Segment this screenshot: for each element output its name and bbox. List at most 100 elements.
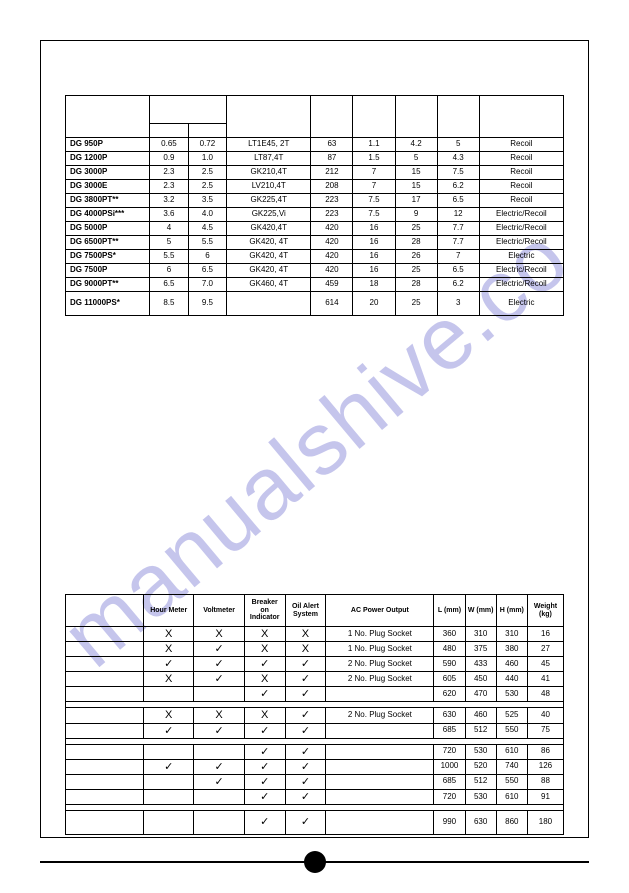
table2-cell bbox=[194, 687, 244, 702]
table2-cell: 40 bbox=[527, 708, 563, 723]
table2-cell: 180 bbox=[527, 811, 563, 835]
table1-cell: 420 bbox=[311, 236, 353, 250]
table1-cell: 15 bbox=[395, 180, 437, 194]
table2-cell: 1 No. Plug Socket bbox=[326, 627, 434, 642]
table2-cell: ✓ bbox=[285, 811, 326, 835]
table1-cell: Electric/Recoil bbox=[479, 278, 563, 292]
table1-cell: 0.65 bbox=[150, 138, 188, 152]
table2-cell: 630 bbox=[465, 811, 496, 835]
table2-cell bbox=[326, 789, 434, 804]
table1-cell: 420 bbox=[311, 222, 353, 236]
table1-cell: GK420, 4T bbox=[227, 236, 311, 250]
table1-cell: 12 bbox=[437, 208, 479, 222]
table2-cell: 433 bbox=[465, 657, 496, 672]
table2-header: L (mm) bbox=[434, 595, 465, 627]
table1-header-cell bbox=[311, 96, 353, 138]
table2-cell bbox=[194, 744, 244, 759]
table1-cell: 1.1 bbox=[353, 138, 395, 152]
table2-cell: ✓ bbox=[285, 723, 326, 738]
table2-cell: 27 bbox=[527, 642, 563, 657]
table2-cell: ✓ bbox=[244, 811, 285, 835]
table2-cell bbox=[144, 744, 194, 759]
table2-header: Voltmeter bbox=[194, 595, 244, 627]
table1-cell: 7.0 bbox=[188, 278, 226, 292]
table2-cell: 126 bbox=[527, 759, 563, 774]
table2-cell: X bbox=[244, 708, 285, 723]
table2-cell: 470 bbox=[465, 687, 496, 702]
table2-cell: X bbox=[194, 627, 244, 642]
table1-cell: 16 bbox=[353, 264, 395, 278]
table1-cell: 6.5 bbox=[150, 278, 188, 292]
table2-cell: X bbox=[144, 627, 194, 642]
table2-cell: 91 bbox=[527, 789, 563, 804]
table1-cell: 5 bbox=[395, 152, 437, 166]
table1-cell: 25 bbox=[395, 264, 437, 278]
model-cell: DG 7500PS* bbox=[66, 250, 150, 264]
table2-cell: X bbox=[144, 672, 194, 687]
table1-cell: 4.3 bbox=[437, 152, 479, 166]
table1-cell: 28 bbox=[395, 278, 437, 292]
table1-cell: 9 bbox=[395, 208, 437, 222]
table2-cell bbox=[326, 723, 434, 738]
table1-cell: 3.2 bbox=[150, 194, 188, 208]
table1-cell: Recoil bbox=[479, 152, 563, 166]
table1-cell: 4.0 bbox=[188, 208, 226, 222]
table2-cell: X bbox=[194, 708, 244, 723]
table1-cell: 420 bbox=[311, 250, 353, 264]
table2-cell: ✓ bbox=[285, 657, 326, 672]
table1-cell: 25 bbox=[395, 222, 437, 236]
table1-cell: 26 bbox=[395, 250, 437, 264]
table2-cell: 48 bbox=[527, 687, 563, 702]
table1-header-cell bbox=[227, 96, 311, 138]
table2-cell: X bbox=[244, 642, 285, 657]
table2-cell: 990 bbox=[434, 811, 465, 835]
table2-cell: 2 No. Plug Socket bbox=[326, 672, 434, 687]
table1-cell: 4.2 bbox=[395, 138, 437, 152]
table2-cell: ✓ bbox=[285, 744, 326, 759]
table2-cell: 512 bbox=[465, 774, 496, 789]
table2-cell: ✓ bbox=[285, 789, 326, 804]
table2-cell: 685 bbox=[434, 723, 465, 738]
table2-cell: 480 bbox=[434, 642, 465, 657]
table1-header-cell bbox=[479, 96, 563, 138]
table1-cell: 3.5 bbox=[188, 194, 226, 208]
table2-cell: 310 bbox=[496, 627, 527, 642]
table1-header-cell bbox=[353, 96, 395, 138]
table2-cell: 620 bbox=[434, 687, 465, 702]
table2-cell bbox=[144, 789, 194, 804]
page-number-circle bbox=[304, 851, 326, 873]
table2-cell bbox=[326, 759, 434, 774]
table1-cell: 3 bbox=[437, 292, 479, 316]
model-cell: DG 4000PSi*** bbox=[66, 208, 150, 222]
table1-cell: GK420, 4T bbox=[227, 264, 311, 278]
table2-cell: X bbox=[144, 642, 194, 657]
table1-cell: 25 bbox=[395, 292, 437, 316]
table2-cell: 720 bbox=[434, 789, 465, 804]
table1-cell: 4.5 bbox=[188, 222, 226, 236]
table1-header-cell bbox=[150, 96, 227, 124]
table2-cell: X bbox=[285, 642, 326, 657]
table1-cell: 7.5 bbox=[437, 166, 479, 180]
table2-cell bbox=[144, 687, 194, 702]
table2-cell bbox=[194, 811, 244, 835]
table2-cell: 460 bbox=[496, 657, 527, 672]
table1-cell: Electric/Recoil bbox=[479, 264, 563, 278]
table1-cell: 0.72 bbox=[188, 138, 226, 152]
table1-cell: 7 bbox=[353, 166, 395, 180]
table1-cell: 2.5 bbox=[188, 166, 226, 180]
table2-cell: 605 bbox=[434, 672, 465, 687]
table1-cell: 1.5 bbox=[353, 152, 395, 166]
table2-cell bbox=[66, 789, 144, 804]
table1-cell: 18 bbox=[353, 278, 395, 292]
table2-cell: 590 bbox=[434, 657, 465, 672]
table2-cell: ✓ bbox=[144, 759, 194, 774]
table1-cell: GK420,4T bbox=[227, 222, 311, 236]
table1-cell: 16 bbox=[353, 222, 395, 236]
table2-cell: 440 bbox=[496, 672, 527, 687]
table1-cell: 5.5 bbox=[150, 250, 188, 264]
table2-cell: 450 bbox=[465, 672, 496, 687]
table2-cell: X bbox=[285, 627, 326, 642]
table1-cell: 6.2 bbox=[437, 278, 479, 292]
table2-cell: 550 bbox=[496, 774, 527, 789]
table2-cell: X bbox=[144, 708, 194, 723]
